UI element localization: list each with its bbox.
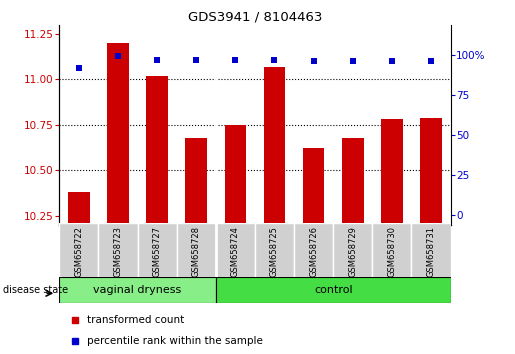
Point — [153, 57, 161, 62]
Point — [114, 53, 122, 59]
Bar — [107, 43, 129, 225]
Bar — [333, 223, 372, 278]
Bar — [372, 223, 411, 278]
Text: GSM658729: GSM658729 — [348, 226, 357, 276]
Bar — [294, 223, 333, 278]
Bar — [255, 223, 294, 278]
Text: GSM658724: GSM658724 — [231, 226, 240, 276]
Text: GSM658726: GSM658726 — [309, 226, 318, 277]
Point — [231, 57, 239, 62]
Bar — [216, 277, 451, 303]
Bar — [59, 223, 98, 278]
Bar — [59, 277, 216, 303]
Text: GSM658723: GSM658723 — [113, 226, 123, 277]
Text: control: control — [314, 285, 352, 295]
Point — [75, 65, 83, 70]
Point — [349, 58, 357, 64]
Text: GSM658727: GSM658727 — [152, 226, 162, 277]
Bar — [342, 137, 364, 225]
Bar — [216, 223, 255, 278]
Point — [192, 57, 200, 62]
Bar — [381, 119, 403, 225]
Point — [388, 58, 396, 64]
Text: vaginal dryness: vaginal dryness — [93, 285, 182, 295]
Bar — [146, 76, 168, 225]
Bar — [185, 137, 207, 225]
Bar — [138, 223, 177, 278]
Bar — [68, 192, 90, 225]
Text: GSM658731: GSM658731 — [426, 226, 436, 277]
Text: GSM658728: GSM658728 — [192, 226, 201, 277]
Text: transformed count: transformed count — [87, 315, 184, 325]
Text: GSM658730: GSM658730 — [387, 226, 397, 277]
Text: GSM658722: GSM658722 — [74, 226, 83, 276]
Bar — [177, 223, 216, 278]
Point — [427, 58, 435, 64]
Text: percentile rank within the sample: percentile rank within the sample — [87, 336, 263, 346]
Point — [310, 58, 318, 64]
Bar — [264, 67, 285, 225]
Text: disease state: disease state — [3, 285, 67, 295]
Bar — [303, 148, 324, 225]
Bar — [225, 125, 246, 225]
Bar — [98, 223, 138, 278]
Bar — [411, 223, 451, 278]
Title: GDS3941 / 8104463: GDS3941 / 8104463 — [188, 11, 322, 24]
Bar — [420, 118, 442, 225]
Text: GSM658725: GSM658725 — [270, 226, 279, 276]
Point — [270, 57, 279, 62]
